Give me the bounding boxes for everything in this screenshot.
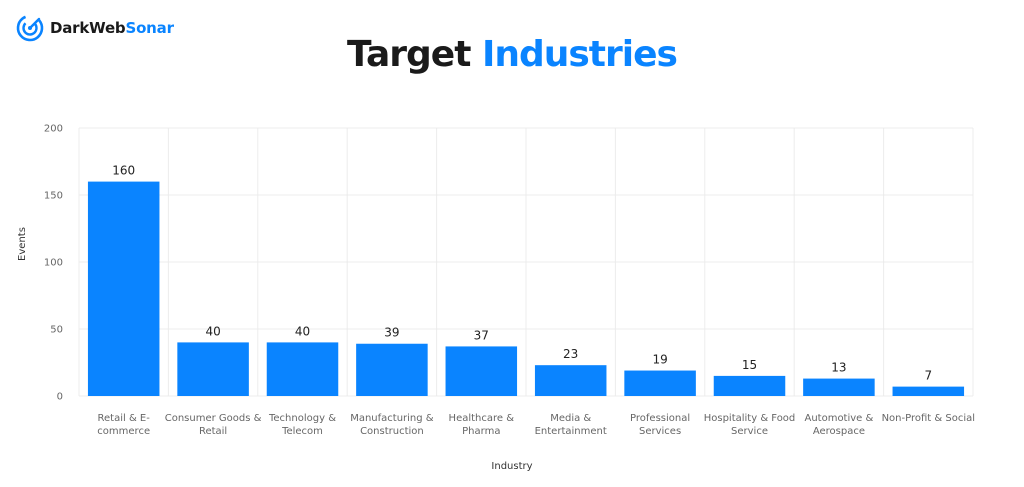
x-tick-label: Automotive & Aerospace [804, 413, 873, 437]
page-title: Target Industries [0, 34, 1024, 75]
x-tick-label-line: Media & [550, 413, 591, 424]
x-tick-label-line: Non-Profit & Social [882, 413, 975, 424]
y-axis-title: Events [17, 227, 28, 261]
x-tick-label-line: Aerospace [813, 426, 865, 437]
bar [803, 378, 875, 396]
x-tick-label-line: commerce [97, 426, 150, 437]
bar-value-label: 37 [474, 328, 489, 342]
x-tick-label-line: Services [639, 426, 681, 437]
x-tick-label-line: Automotive & [804, 413, 873, 424]
x-tick-label: Manufacturing & Construction [350, 413, 434, 437]
y-tick-label: 200 [44, 124, 63, 135]
x-tick-label-line: Retail & E- [98, 413, 151, 424]
chart-bars [87, 181, 965, 396]
x-tick-label-line: Pharma [462, 426, 500, 437]
bar-value-label: 15 [742, 358, 757, 372]
x-tick-label: Retail & E-commerce [97, 413, 150, 437]
bar [87, 181, 160, 396]
bar [624, 370, 696, 396]
x-tick-label: Professional Services [630, 413, 690, 437]
x-tick-label-line: Service [731, 426, 768, 437]
x-tick-label-line: Telecom [281, 426, 323, 437]
y-tick-label: 50 [50, 325, 63, 336]
bar-value-label: 40 [295, 324, 310, 338]
bar [356, 343, 428, 396]
bar-value-label: 39 [384, 326, 399, 340]
x-tick-label: Hospitality & Food Service [704, 413, 796, 437]
page-title-part2: Industries [481, 34, 678, 75]
x-tick-label: Technology & Telecom [268, 413, 336, 437]
bar-value-label: 160 [112, 164, 135, 178]
x-tick-label-line: Retail [199, 426, 227, 437]
page-title-part1: Target [347, 34, 471, 75]
x-axis-labels: Retail & E-commerce Consumer Goods & Retai… [97, 413, 975, 437]
x-tick-label-line: Manufacturing & [350, 413, 434, 424]
value-labels: 160 40 40 39 37 23 19 15 13 7 [112, 164, 932, 383]
x-tick-label-line: Professional [630, 413, 690, 424]
x-tick-label-line: Construction [360, 426, 424, 437]
y-tick-label: 100 [44, 258, 63, 269]
x-tick-label-line: Entertainment [535, 426, 607, 437]
chart-grid [78, 127, 974, 397]
x-tick-label: Non-Profit & Social [882, 413, 975, 424]
bar-value-label: 13 [831, 361, 846, 375]
bar [892, 386, 965, 396]
bar [534, 365, 607, 396]
bar-value-label: 7 [924, 369, 932, 383]
brand: DarkWebSonar [16, 14, 174, 42]
x-tick-label: Healthcare & Pharma [449, 413, 515, 437]
bar [713, 375, 786, 396]
bar [445, 346, 518, 396]
x-tick-label-line: Technology & [268, 413, 336, 424]
bar-value-label: 23 [563, 347, 578, 361]
x-tick-label-line: Consumer Goods & [165, 413, 262, 424]
x-tick-label-line: Hospitality & Food [704, 413, 796, 424]
x-tick-label: Consumer Goods & Retail [165, 413, 262, 437]
y-tick-label: 0 [57, 392, 63, 403]
y-tick-label: 150 [44, 191, 63, 202]
brand-name-part2: Sonar [125, 19, 174, 37]
x-tick-label: Media & Entertainment [535, 413, 607, 437]
x-axis-title: Industry [491, 461, 532, 472]
x-tick-label-line: Healthcare & [449, 413, 515, 424]
bar [177, 342, 249, 396]
brand-name: DarkWebSonar [50, 19, 174, 37]
brand-name-part1: DarkWeb [50, 19, 126, 37]
bar [266, 342, 339, 396]
sonar-logo-icon [16, 14, 44, 42]
bar-value-label: 40 [205, 324, 220, 338]
bar-value-label: 19 [652, 353, 667, 367]
y-axis-ticks: 0 50 100 150 200 [44, 124, 63, 403]
